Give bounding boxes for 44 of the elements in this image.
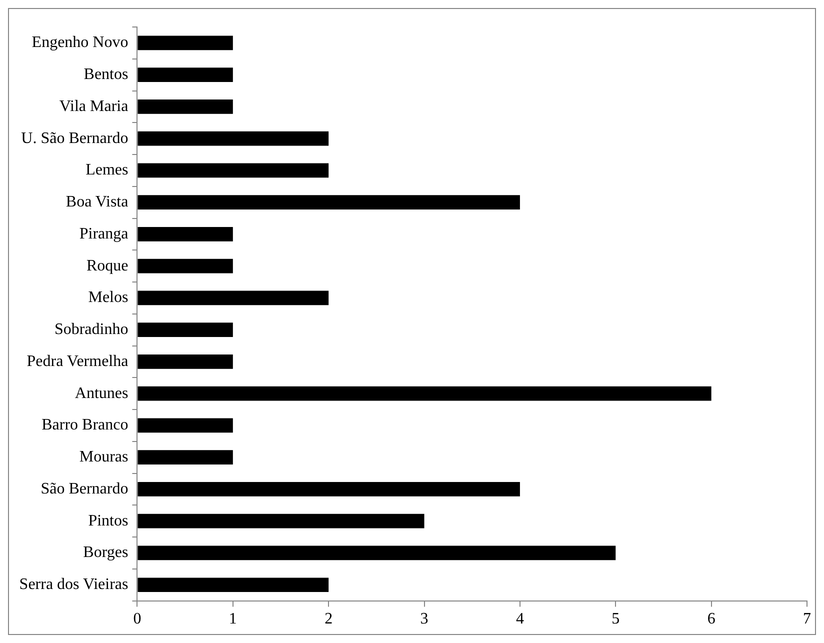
x-tick-label: 7 bbox=[803, 610, 811, 628]
x-tick-label: 3 bbox=[420, 610, 428, 628]
y-tick-label: U. São Bernardo bbox=[21, 130, 128, 147]
x-tick-label: 4 bbox=[516, 610, 524, 628]
y-tick-label: Barro Branco bbox=[42, 416, 128, 434]
y-tick-label: Borges bbox=[83, 544, 128, 562]
x-tick-label: 2 bbox=[324, 610, 333, 628]
y-tick-label: Roque bbox=[86, 257, 128, 274]
y-tick-label: Serra dos Vieiras bbox=[19, 576, 128, 594]
bar bbox=[138, 227, 233, 242]
y-tick-label: São Bernardo bbox=[40, 480, 128, 498]
y-tick-label: Melos bbox=[88, 289, 128, 306]
y-tick-label: Mouras bbox=[79, 448, 128, 466]
y-tick-label: Pintos bbox=[88, 512, 128, 530]
bar bbox=[138, 514, 424, 528]
bar bbox=[138, 546, 616, 560]
bar bbox=[138, 450, 233, 465]
y-tick-label: Engenho Novo bbox=[32, 34, 128, 52]
bar bbox=[138, 290, 329, 306]
y-tick-label: Pedra Vermelha bbox=[26, 352, 128, 370]
y-tick-label: Boa Vista bbox=[66, 194, 128, 211]
y-tick-label: Vila Maria bbox=[59, 98, 128, 115]
x-tick-label: 6 bbox=[707, 610, 716, 628]
bar bbox=[138, 258, 233, 274]
bar bbox=[138, 322, 233, 338]
bar bbox=[138, 36, 233, 50]
bar bbox=[138, 354, 233, 369]
bar bbox=[138, 386, 712, 401]
x-tick-label: 0 bbox=[133, 610, 142, 628]
y-tick-label: Bentos bbox=[84, 66, 128, 84]
y-tick-label: Sobradinho bbox=[54, 321, 128, 338]
x-tick-label: 1 bbox=[228, 610, 237, 628]
bar bbox=[138, 418, 233, 433]
y-tick-label: Lemes bbox=[86, 162, 128, 179]
bar bbox=[138, 195, 520, 210]
bar bbox=[138, 131, 329, 146]
bar bbox=[138, 482, 520, 496]
y-tick-label: Piranga bbox=[79, 225, 128, 242]
bar bbox=[138, 68, 233, 82]
bar bbox=[138, 100, 233, 114]
bar bbox=[138, 163, 329, 178]
x-tick-label: 5 bbox=[612, 610, 620, 628]
bar bbox=[138, 578, 329, 592]
y-tick-label: Antunes bbox=[74, 384, 128, 402]
